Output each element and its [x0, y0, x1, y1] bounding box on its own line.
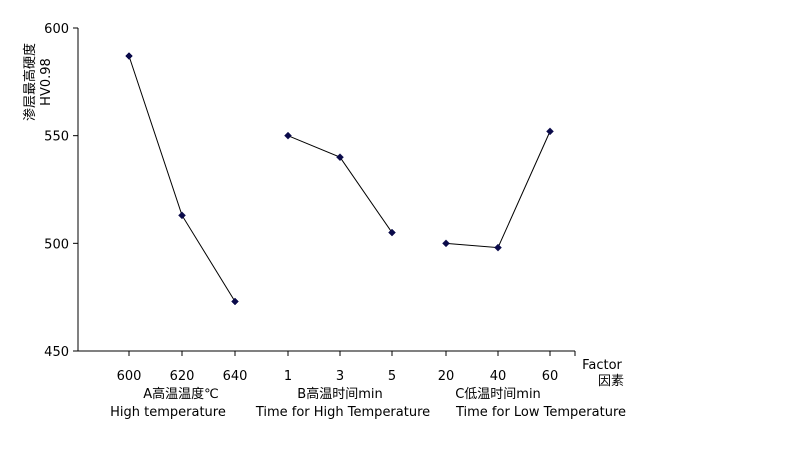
series-line-b — [287, 135, 393, 233]
data-point — [125, 52, 133, 60]
series-line-c — [445, 131, 551, 249]
x-tick-label: 640 — [223, 369, 248, 384]
y-tick-label: 600 — [44, 22, 69, 37]
data-point — [388, 228, 396, 237]
x-tick-label: 60 — [542, 369, 559, 384]
x-ticks: 600 620 640 1 3 5 20 40 60 — [117, 351, 576, 384]
data-point — [546, 127, 554, 136]
series-line-a — [128, 55, 236, 302]
x-tick-label: 3 — [336, 369, 344, 384]
y-axis-label-cn: 渗层最高硬度 — [22, 43, 38, 121]
group-a-label-en: High temperature — [110, 405, 226, 420]
y-tick-label: 550 — [44, 130, 69, 145]
x-tick-label: 620 — [170, 369, 195, 384]
data-point — [336, 153, 344, 162]
data-point — [494, 243, 502, 252]
data-point — [231, 297, 239, 306]
data-point — [442, 239, 450, 248]
series-lines — [125, 52, 554, 306]
axes — [77, 28, 575, 352]
group-b-label-en: Time for High Temperature — [255, 405, 430, 420]
x-tick-label: 20 — [438, 369, 455, 384]
y-tick-label: 450 — [44, 345, 69, 360]
group-c-label-en: Time for Low Temperature — [455, 405, 626, 420]
y-tick-label: 500 — [44, 237, 69, 252]
x-tick-label: 600 — [117, 369, 142, 384]
factor-label-cn: 因素 — [598, 374, 624, 389]
y-ticks: 600 550 500 450 — [44, 22, 78, 360]
x-tick-label: 5 — [388, 369, 396, 384]
data-point — [284, 131, 292, 140]
y-axis-label-unit: HV0.98 — [39, 58, 54, 106]
factor-label: Factor — [582, 358, 622, 373]
x-tick-label: 40 — [490, 369, 507, 384]
group-c-label-cn: C低温时间min — [455, 387, 541, 402]
group-a-label-cn: A高温温度℃ — [143, 386, 219, 402]
data-point — [178, 211, 186, 220]
group-b-label-cn: B高温时间min — [297, 386, 382, 402]
x-tick-label: 1 — [284, 369, 292, 384]
